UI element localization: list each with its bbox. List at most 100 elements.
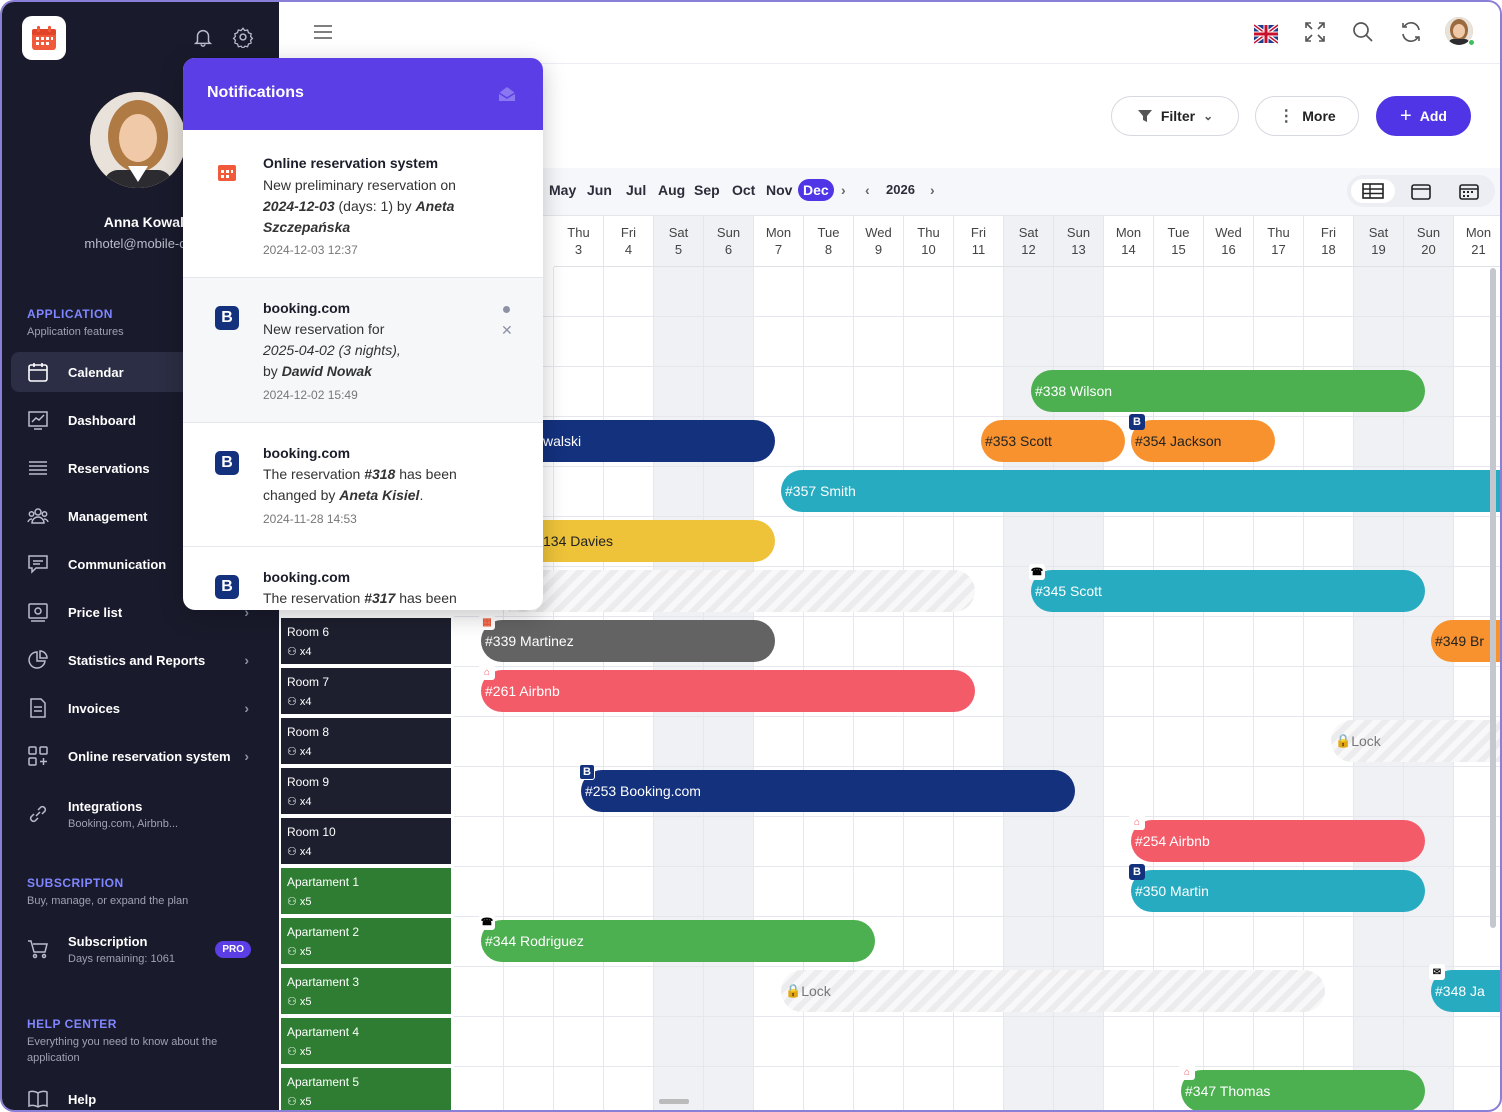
lock-bar[interactable]: 🔒 Lock [781, 970, 1325, 1012]
notification-item[interactable]: B booking.com The reservation #318 has b… [183, 423, 543, 547]
year-view-button[interactable] [1447, 179, 1491, 203]
vertical-scrollbar[interactable] [1490, 268, 1496, 928]
room-label[interactable]: Apartament 2 ⚇ x5 [281, 918, 451, 964]
day-column[interactable] [1104, 267, 1154, 1110]
search-icon[interactable] [1351, 20, 1375, 44]
more-button[interactable]: ⋮ More [1255, 96, 1359, 136]
fullscreen-icon[interactable] [1303, 20, 1327, 44]
topbar-avatar[interactable] [1445, 17, 1473, 45]
nav-dashboard[interactable]: Dashboard [11, 400, 273, 440]
day-column[interactable] [1154, 267, 1204, 1110]
room-label[interactable]: Apartament 5 ⚇ x5 [281, 1068, 451, 1110]
filter-button[interactable]: Filter ⌄ [1111, 96, 1239, 136]
booking-bar[interactable]: B #350 Martin [1129, 864, 1425, 912]
day-header[interactable]: Thu 10 [904, 216, 954, 267]
booking-bar[interactable]: B #253 Booking.com [579, 764, 1075, 812]
day-header[interactable]: Sat 12 [1004, 216, 1054, 267]
room-label[interactable]: Room 7 ⚇ x4 [281, 668, 451, 714]
notification-item[interactable]: Online reservation system New preliminar… [183, 130, 543, 278]
notification-item[interactable]: B booking.com New reservation for 2025-04… [183, 278, 543, 423]
day-header[interactable]: Sat 5 [654, 216, 704, 267]
add-button[interactable]: + Add [1376, 96, 1471, 136]
chevron-right-icon[interactable]: › [841, 182, 846, 198]
day-header[interactable]: Sun 20 [1404, 216, 1454, 267]
year-prev-chevron-icon[interactable]: ‹ [865, 182, 870, 198]
booking-bar[interactable]: ☎ #345 Scott [1029, 564, 1425, 612]
day-header[interactable]: Mon 21 [1454, 216, 1500, 267]
booking-bar[interactable]: #349 Br [1431, 620, 1500, 662]
month-dec-selected[interactable]: Dec [798, 179, 834, 201]
nav-invoices[interactable]: Invoices › [11, 688, 273, 728]
day-header[interactable]: Thu 17 [1254, 216, 1304, 267]
booking-bar[interactable]: walski [509, 420, 775, 462]
refresh-icon[interactable] [1399, 20, 1423, 44]
day-header[interactable]: Fri 18 [1304, 216, 1354, 267]
year-next-chevron-icon[interactable]: › [930, 182, 935, 198]
booking-bar[interactable]: #338 Wilson [1031, 370, 1425, 412]
booking-bar[interactable]: ⌂ #347 Thomas [1179, 1064, 1425, 1110]
close-icon[interactable]: ✕ [501, 322, 513, 338]
day-header[interactable]: Thu 3 [554, 216, 604, 267]
app-logo[interactable] [22, 16, 66, 60]
nav-communication[interactable]: Communication [11, 544, 273, 584]
booking-bar[interactable]: B #354 Jackson [1129, 414, 1275, 462]
nav-integrations[interactable]: Integrations Booking.com, Airbnb... [11, 792, 273, 836]
nav-price-list[interactable]: Price list › [11, 592, 273, 632]
day-column[interactable] [954, 267, 1004, 1110]
day-column[interactable] [1254, 267, 1304, 1110]
lock-bar[interactable] [509, 570, 975, 612]
room-label[interactable]: Apartament 3 ⚇ x5 [281, 968, 451, 1014]
table-view-button[interactable] [1351, 179, 1395, 203]
booking-bar[interactable]: ⌂ #254 Airbnb [1129, 814, 1425, 862]
nav-reservations[interactable]: Reservations [11, 448, 273, 488]
month-jul[interactable]: Jul [626, 182, 647, 198]
booking-bar[interactable]: ▦ #339 Martinez [479, 614, 775, 662]
month-jun[interactable]: Jun [587, 182, 612, 198]
mark-all-read-icon[interactable] [497, 84, 517, 104]
nav-statistics[interactable]: Statistics and Reports › [11, 640, 273, 680]
day-header[interactable]: Wed 9 [854, 216, 904, 267]
hamburger-menu-icon[interactable] [311, 20, 335, 44]
notification-item[interactable]: B booking.com The reservation #317 has b… [183, 547, 543, 610]
gear-icon[interactable] [232, 26, 254, 48]
day-header[interactable]: Tue 15 [1154, 216, 1204, 267]
nav-help[interactable]: Help [11, 1079, 273, 1110]
day-header[interactable]: Mon 7 [754, 216, 804, 267]
room-label[interactable]: Apartament 1 ⚇ x5 [281, 868, 451, 914]
day-header[interactable]: Fri 4 [604, 216, 654, 267]
room-label[interactable]: Room 6 ⚇ x4 [281, 618, 451, 664]
uk-flag-icon[interactable] [1254, 22, 1278, 46]
day-header[interactable]: Tue 8 [804, 216, 854, 267]
day-header[interactable]: Mon 14 [1104, 216, 1154, 267]
booking-bar[interactable]: ✉ #348 Ja [1429, 964, 1500, 1012]
nav-management[interactable]: Management [11, 496, 273, 536]
day-header[interactable]: Sun 13 [1054, 216, 1104, 267]
room-label[interactable]: Room 10 ⚇ x4 [281, 818, 451, 864]
day-header[interactable]: Sun 6 [704, 216, 754, 267]
booking-bar[interactable]: ☎ #344 Rodriguez [479, 914, 875, 962]
lock-bar[interactable]: 🔒 Lock [1331, 720, 1500, 762]
day-column[interactable] [1204, 267, 1254, 1110]
day-header[interactable]: Wed 16 [1204, 216, 1254, 267]
bell-icon[interactable] [192, 26, 214, 48]
nav-subscription[interactable]: Subscription Days remaining: 1061 PRO [11, 927, 273, 971]
room-label[interactable]: Apartament 4 ⚇ x5 [281, 1018, 451, 1064]
horizontal-scrollbar[interactable] [659, 1099, 689, 1104]
booking-bar[interactable]: ⌂ #261 Airbnb [479, 664, 975, 712]
month-view-button[interactable] [1399, 179, 1443, 203]
room-label[interactable]: Room 9 ⚇ x4 [281, 768, 451, 814]
month-may[interactable]: May [549, 182, 577, 198]
day-header[interactable]: Sat 19 [1354, 216, 1404, 267]
month-nov[interactable]: Nov [766, 182, 793, 198]
room-label[interactable]: Room 8 ⚇ x4 [281, 718, 451, 764]
day-header[interactable]: Fri 11 [954, 216, 1004, 267]
month-sep[interactable]: Sep [694, 182, 720, 198]
booking-bar[interactable]: #353 Scott [981, 420, 1125, 462]
month-oct[interactable]: Oct [732, 182, 756, 198]
nav-online-reservation-system[interactable]: Online reservation system › [11, 736, 273, 776]
booking-bar[interactable]: #357 Smith [781, 470, 1500, 512]
booking-bar[interactable]: 134 Davies [509, 520, 775, 562]
day-column[interactable] [1304, 267, 1354, 1110]
month-aug[interactable]: Aug [658, 182, 686, 198]
user-avatar[interactable] [90, 92, 186, 188]
